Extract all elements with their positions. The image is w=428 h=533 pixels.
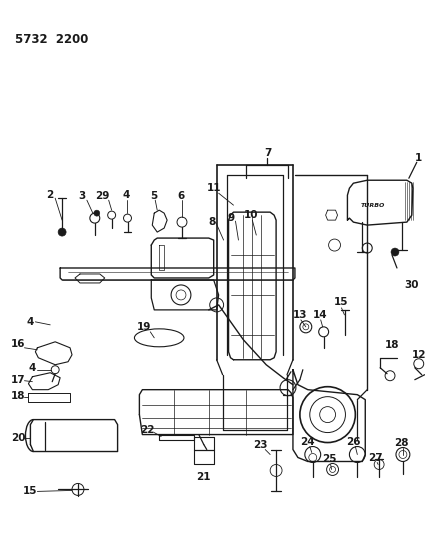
Text: 20: 20 <box>11 433 26 442</box>
Text: 28: 28 <box>394 438 408 448</box>
Text: 13: 13 <box>293 310 307 320</box>
Text: 14: 14 <box>312 310 327 320</box>
Text: 7: 7 <box>265 148 272 158</box>
Text: 11: 11 <box>206 183 221 193</box>
Circle shape <box>391 248 399 256</box>
Text: 25: 25 <box>322 455 337 464</box>
Text: 15: 15 <box>334 297 349 307</box>
Text: 30: 30 <box>404 280 419 290</box>
Text: 15: 15 <box>23 487 38 496</box>
Text: 5732  2200: 5732 2200 <box>15 33 88 46</box>
Text: 12: 12 <box>411 350 426 360</box>
Text: 29: 29 <box>95 191 110 201</box>
Text: 4: 4 <box>27 317 34 327</box>
Text: 18: 18 <box>11 391 26 401</box>
Text: 18: 18 <box>385 340 399 350</box>
Text: 19: 19 <box>137 322 152 332</box>
Text: 27: 27 <box>368 453 383 463</box>
Text: 21: 21 <box>196 472 211 482</box>
Text: 2: 2 <box>47 190 54 200</box>
Text: 4: 4 <box>123 190 130 200</box>
Text: 10: 10 <box>244 210 259 220</box>
Text: 16: 16 <box>11 339 26 349</box>
Text: 4: 4 <box>29 363 36 373</box>
Text: 8: 8 <box>208 217 215 227</box>
Text: 9: 9 <box>228 213 235 223</box>
Text: 17: 17 <box>11 375 26 385</box>
Text: 24: 24 <box>300 437 315 447</box>
Text: 26: 26 <box>346 437 361 447</box>
Text: 23: 23 <box>253 440 268 449</box>
Text: 6: 6 <box>177 191 184 201</box>
Text: 3: 3 <box>78 191 86 201</box>
Text: 5: 5 <box>151 191 158 201</box>
Circle shape <box>94 210 100 216</box>
Text: 22: 22 <box>140 425 155 434</box>
Text: TURBO: TURBO <box>361 203 385 208</box>
Circle shape <box>58 228 66 236</box>
Text: 1: 1 <box>415 154 422 163</box>
